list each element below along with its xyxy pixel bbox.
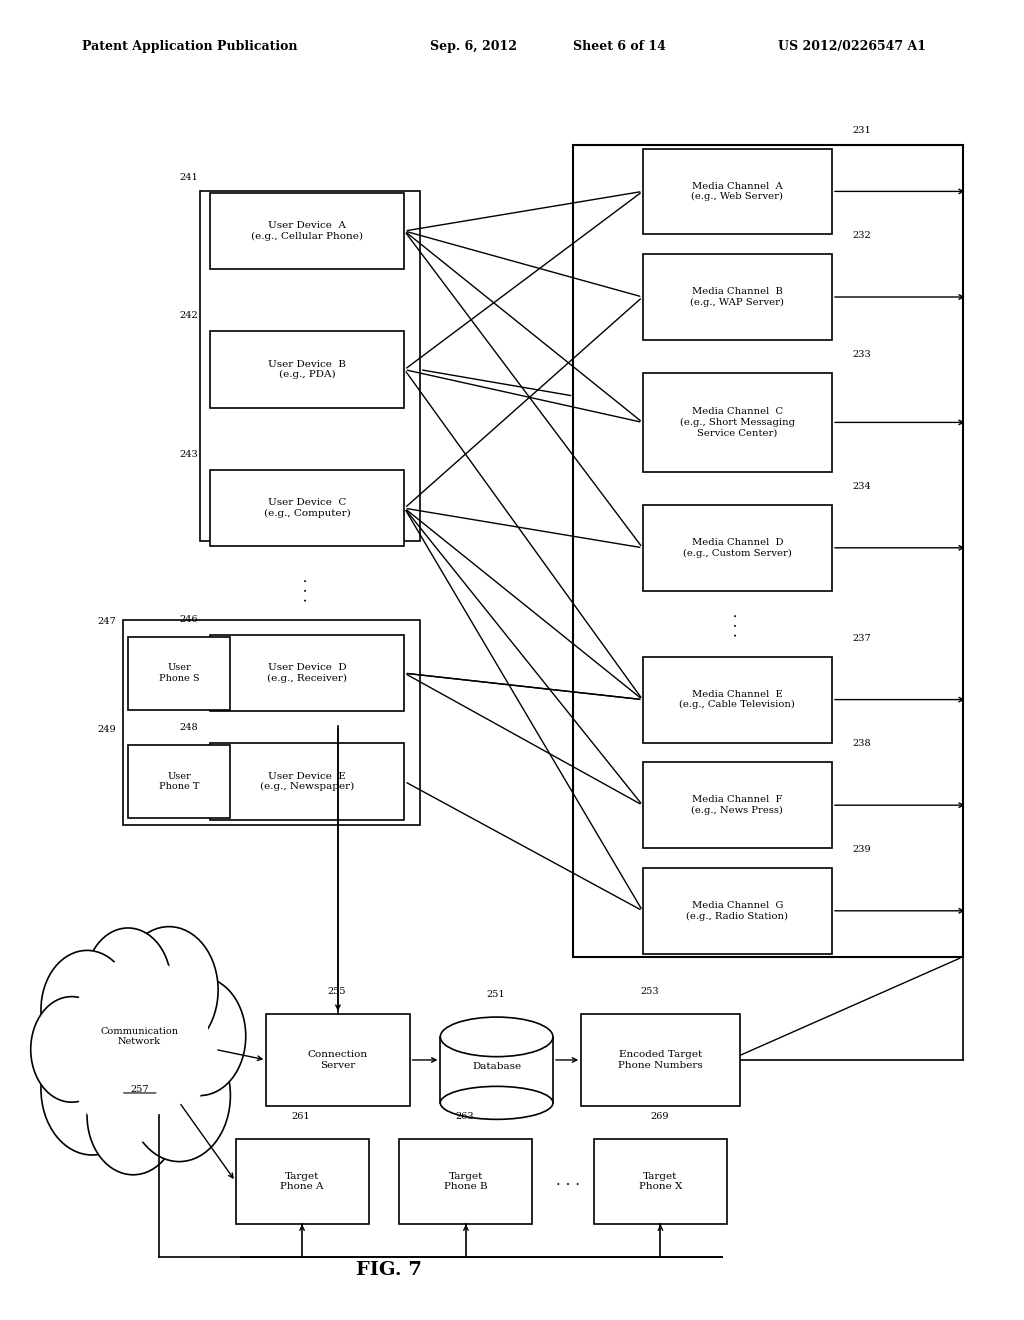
FancyBboxPatch shape — [128, 744, 230, 818]
Text: Communication
Network: Communication Network — [100, 1027, 178, 1045]
Ellipse shape — [440, 1086, 553, 1119]
Text: Media Channel  E
(e.g., Cable Television): Media Channel E (e.g., Cable Television) — [679, 690, 796, 709]
Text: Encoded Target
Phone Numbers: Encoded Target Phone Numbers — [618, 1051, 702, 1069]
Text: 253: 253 — [640, 987, 658, 997]
Text: 239: 239 — [852, 845, 871, 854]
FancyBboxPatch shape — [128, 638, 230, 710]
FancyBboxPatch shape — [643, 372, 831, 471]
Text: User Device  B
(e.g., PDA): User Device B (e.g., PDA) — [268, 360, 346, 379]
FancyBboxPatch shape — [210, 331, 404, 408]
Text: Patent Application Publication: Patent Application Publication — [82, 40, 297, 53]
Text: Database: Database — [472, 1063, 521, 1071]
Text: FIG. 7: FIG. 7 — [356, 1261, 422, 1279]
Text: User
Phone T: User Phone T — [159, 772, 200, 791]
Circle shape — [67, 957, 210, 1142]
Text: 255: 255 — [328, 987, 346, 997]
Text: Media Channel  A
(e.g., Web Server): Media Channel A (e.g., Web Server) — [691, 182, 783, 201]
FancyBboxPatch shape — [236, 1138, 369, 1225]
Text: 231: 231 — [852, 125, 871, 135]
Text: Media Channel  C
(e.g., Short Messaging
Service Center): Media Channel C (e.g., Short Messaging S… — [680, 408, 795, 437]
Text: Sheet 6 of 14: Sheet 6 of 14 — [573, 40, 667, 53]
FancyBboxPatch shape — [582, 1014, 739, 1106]
FancyBboxPatch shape — [123, 620, 420, 825]
Text: Target
Phone B: Target Phone B — [444, 1172, 487, 1191]
Text: 249: 249 — [97, 725, 116, 734]
Text: Media Channel  D
(e.g., Custom Server): Media Channel D (e.g., Custom Server) — [683, 539, 792, 557]
Text: Target
Phone A: Target Phone A — [281, 1172, 324, 1191]
Text: Sep. 6, 2012: Sep. 6, 2012 — [430, 40, 517, 53]
Text: 261: 261 — [292, 1111, 310, 1121]
Text: 263: 263 — [456, 1111, 474, 1121]
FancyBboxPatch shape — [210, 743, 404, 820]
FancyBboxPatch shape — [210, 470, 404, 546]
Text: 232: 232 — [852, 231, 871, 240]
Text: 248: 248 — [179, 723, 198, 733]
FancyBboxPatch shape — [643, 762, 831, 847]
Text: User Device  D
(e.g., Receiver): User Device D (e.g., Receiver) — [267, 664, 347, 682]
Text: 257: 257 — [130, 1085, 148, 1093]
Text: User Device  A
(e.g., Cellular Phone): User Device A (e.g., Cellular Phone) — [251, 222, 364, 240]
FancyBboxPatch shape — [643, 869, 831, 953]
FancyBboxPatch shape — [210, 635, 404, 711]
Circle shape — [85, 928, 171, 1039]
Text: User Device  E
(e.g., Newspaper): User Device E (e.g., Newspaper) — [260, 772, 354, 791]
Circle shape — [154, 977, 246, 1096]
FancyBboxPatch shape — [200, 191, 420, 541]
Text: 247: 247 — [97, 616, 116, 626]
FancyBboxPatch shape — [643, 253, 831, 339]
Text: 238: 238 — [852, 739, 871, 748]
FancyBboxPatch shape — [210, 193, 404, 269]
Text: 251: 251 — [486, 990, 505, 999]
FancyBboxPatch shape — [643, 149, 831, 235]
Text: 269: 269 — [650, 1111, 669, 1121]
Text: Media Channel  G
(e.g., Radio Station): Media Channel G (e.g., Radio Station) — [686, 902, 788, 920]
Text: 242: 242 — [179, 312, 198, 321]
Circle shape — [41, 1023, 143, 1155]
Text: 243: 243 — [179, 450, 198, 459]
FancyBboxPatch shape — [266, 1014, 410, 1106]
Text: 237: 237 — [852, 634, 871, 643]
Text: Media Channel  F
(e.g., News Press): Media Channel F (e.g., News Press) — [691, 796, 783, 814]
Circle shape — [41, 950, 133, 1069]
Text: User
Phone S: User Phone S — [159, 664, 200, 682]
Circle shape — [87, 1056, 179, 1175]
Text: Media Channel  B
(e.g., WAP Server): Media Channel B (e.g., WAP Server) — [690, 288, 784, 306]
FancyBboxPatch shape — [440, 1038, 553, 1104]
Ellipse shape — [440, 1016, 553, 1056]
FancyBboxPatch shape — [594, 1138, 727, 1225]
FancyBboxPatch shape — [399, 1138, 532, 1225]
Text: 234: 234 — [852, 482, 871, 491]
Text: US 2012/0226547 A1: US 2012/0226547 A1 — [778, 40, 927, 53]
Circle shape — [120, 927, 218, 1053]
Text: · · ·: · · · — [300, 578, 314, 602]
Text: 246: 246 — [179, 615, 198, 624]
Text: User Device  C
(e.g., Computer): User Device C (e.g., Computer) — [264, 499, 350, 517]
Circle shape — [128, 1030, 230, 1162]
FancyBboxPatch shape — [643, 657, 831, 742]
Text: . . .: . . . — [556, 1175, 581, 1188]
Text: 241: 241 — [179, 173, 198, 182]
Circle shape — [31, 997, 113, 1102]
FancyBboxPatch shape — [573, 145, 963, 957]
Text: 233: 233 — [852, 350, 871, 359]
FancyBboxPatch shape — [643, 506, 831, 591]
Text: Connection
Server: Connection Server — [308, 1051, 368, 1069]
Text: Target
Phone X: Target Phone X — [639, 1172, 682, 1191]
Text: · · ·: · · · — [730, 612, 744, 636]
